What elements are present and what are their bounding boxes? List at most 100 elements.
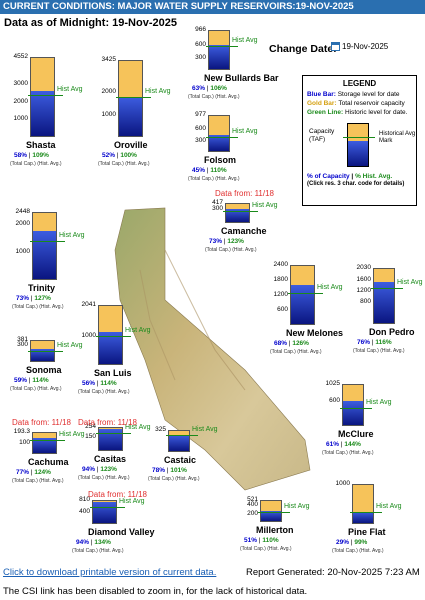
- reservoir-percentages: 68% | 126%: [274, 340, 309, 347]
- reservoir-name[interactable]: Pine Flat: [348, 527, 386, 537]
- reservoir-name[interactable]: Castaic: [164, 455, 197, 465]
- reservoir-name[interactable]: Camanche: [221, 226, 267, 236]
- hist-avg-line: [258, 511, 290, 513]
- hist-avg-line: [340, 408, 372, 410]
- reservoir-name[interactable]: Casitas: [94, 454, 127, 464]
- reservoir-percentages: 45% | 110%: [192, 167, 227, 174]
- reservoir-bar-shasta[interactable]: [30, 57, 55, 137]
- reservoir-name[interactable]: Shasta: [26, 140, 56, 150]
- pct-hist-avg: 110%: [262, 537, 279, 544]
- reservoir-bar-castaic[interactable]: [168, 430, 190, 452]
- download-link[interactable]: Click to download printable version of c…: [3, 567, 217, 578]
- axis-capacity-label: 977: [195, 111, 206, 118]
- axis-capacity-label: 381: [17, 336, 28, 343]
- hist-avg-sublabel: (Hist. Avg.): [378, 348, 405, 354]
- axis-tick-label: 300: [195, 53, 206, 61]
- reservoir-bar-trinity[interactable]: [32, 212, 57, 280]
- page-header: CURRENT CONDITIONS: MAJOR WATER SUPPLY R…: [0, 0, 425, 14]
- pct-capacity: 76%: [357, 339, 371, 346]
- pct-hist-avg: 126%: [292, 340, 309, 347]
- reservoir-bar-folsom[interactable]: [208, 115, 230, 152]
- storage-bar: [119, 97, 142, 136]
- pct-capacity: 29%: [336, 539, 350, 546]
- reservoir-name[interactable]: Oroville: [114, 140, 148, 150]
- reservoir-sublabels: (Total Cap.) (Hist. Avg.): [98, 161, 150, 167]
- reservoir-bar-new-melones[interactable]: [290, 265, 315, 325]
- axis-tick-label: 1000: [101, 110, 116, 118]
- hist-avg-line: [166, 435, 198, 437]
- axis-capacity-label: 2030: [356, 264, 371, 271]
- reservoir-bar-don-pedro[interactable]: [373, 268, 395, 324]
- legend-historical-label: Historical Avg Mark: [379, 131, 416, 144]
- reservoir-name[interactable]: New Melones: [286, 328, 344, 338]
- legend-blue-text: Storage level for date: [337, 91, 400, 98]
- reservoir-bar-new-bullards-bar[interactable]: [208, 30, 230, 70]
- hist-avg-label: Hist Avg: [232, 37, 258, 45]
- hist-avg-label: Hist Avg: [59, 231, 85, 239]
- axis-tick-label: 600: [277, 306, 288, 313]
- reservoir-name[interactable]: McClure: [338, 429, 374, 439]
- axis-tick-label: 600: [195, 125, 206, 133]
- legend-diagram: Capacity (TAF) Historical Avg Mark: [307, 121, 415, 173]
- hist-avg-sublabel: (Hist. Avg.): [35, 386, 62, 392]
- reservoir-name[interactable]: Cachuma: [28, 457, 69, 467]
- hist-avg-label: Hist Avg: [125, 423, 151, 431]
- reservoir-percentages: 76% | 116%: [357, 339, 392, 346]
- reservoir-percentages: 78% | 101%: [152, 467, 187, 474]
- reservoir-bar-casitas[interactable]: [98, 427, 123, 451]
- reservoir-name[interactable]: Millerton: [256, 525, 294, 535]
- axis-tick-label: 400: [79, 508, 90, 516]
- reservoir-name[interactable]: San Luis: [94, 368, 132, 378]
- hist-avg-label: Hist Avg: [317, 283, 343, 291]
- axis-capacity-label: 2041: [81, 301, 96, 308]
- axis-tick-label: 100: [19, 438, 30, 446]
- reservoir-bar-camanche[interactable]: [225, 203, 250, 223]
- pct-capacity: 52%: [102, 152, 116, 159]
- pct-capacity: 77%: [16, 469, 30, 476]
- pct-capacity: 73%: [209, 238, 223, 245]
- axis-capacity-label: 521: [247, 496, 258, 503]
- axis-capacity-label: 417: [212, 199, 223, 206]
- hist-avg-sublabel: (Hist. Avg.): [103, 389, 130, 395]
- total-cap-label: (Total Cap.): [10, 161, 36, 167]
- reservoir-name[interactable]: Sonoma: [26, 365, 62, 375]
- axis-tick-label: 1200: [273, 291, 288, 298]
- reservoir-bar-cachuma[interactable]: [32, 432, 57, 454]
- pct-capacity: 94%: [76, 539, 90, 546]
- pct-hist-avg: 144%: [344, 441, 361, 448]
- calendar-icon[interactable]: [331, 42, 340, 51]
- hist-avg-line: [90, 507, 125, 509]
- total-cap-label: (Total Cap.): [10, 386, 36, 392]
- total-cap-label: (Total Cap.): [78, 389, 104, 395]
- axis-tick-label: 1000: [13, 115, 28, 123]
- reservoir-name[interactable]: New Bullards Bar: [204, 73, 279, 83]
- reservoir-name[interactable]: Folsom: [204, 155, 237, 165]
- axis-tick-label: 200: [247, 509, 258, 517]
- axis-capacity-label: 325: [155, 426, 166, 433]
- reservoir-bar-pine-flat[interactable]: [352, 484, 374, 524]
- reservoir-name[interactable]: Don Pedro: [369, 327, 415, 337]
- reservoir-name[interactable]: Diamond Valley: [88, 527, 155, 537]
- axis-tick-label: 300: [212, 204, 223, 212]
- reservoir-sublabels: (Total Cap.) (Hist. Avg.): [205, 247, 257, 253]
- date-value[interactable]: 19-Nov-2025: [342, 42, 389, 51]
- reservoir-bar-oroville[interactable]: [118, 60, 143, 137]
- reservoir-bar-san-luis[interactable]: [98, 305, 123, 365]
- california-map: [114, 207, 311, 491]
- storage-bar: [261, 510, 281, 521]
- hist-avg-sublabel: (Hist. Avg.): [173, 476, 200, 482]
- reservoir-bar-mcclure[interactable]: [342, 384, 364, 426]
- legend-blue-key: Blue Bar:: [307, 91, 336, 98]
- reservoir-bar-millerton[interactable]: [260, 500, 282, 522]
- total-cap-label: (Total Cap.): [353, 348, 379, 354]
- legend-gold-key: Gold Bar:: [307, 100, 337, 107]
- hist-avg-sublabel: (Hist. Avg.): [103, 475, 130, 481]
- reservoir-bar-diamond-valley[interactable]: [92, 500, 117, 524]
- hist-avg-line: [28, 350, 63, 352]
- total-cap-label: (Total Cap.): [322, 450, 348, 456]
- hist-avg-line: [28, 94, 63, 96]
- reservoir-name[interactable]: Trinity: [28, 283, 56, 293]
- date-picker[interactable]: 19-Nov-2025: [331, 42, 388, 51]
- storage-bar: [99, 429, 122, 450]
- change-date-label: Change Date:: [269, 43, 337, 55]
